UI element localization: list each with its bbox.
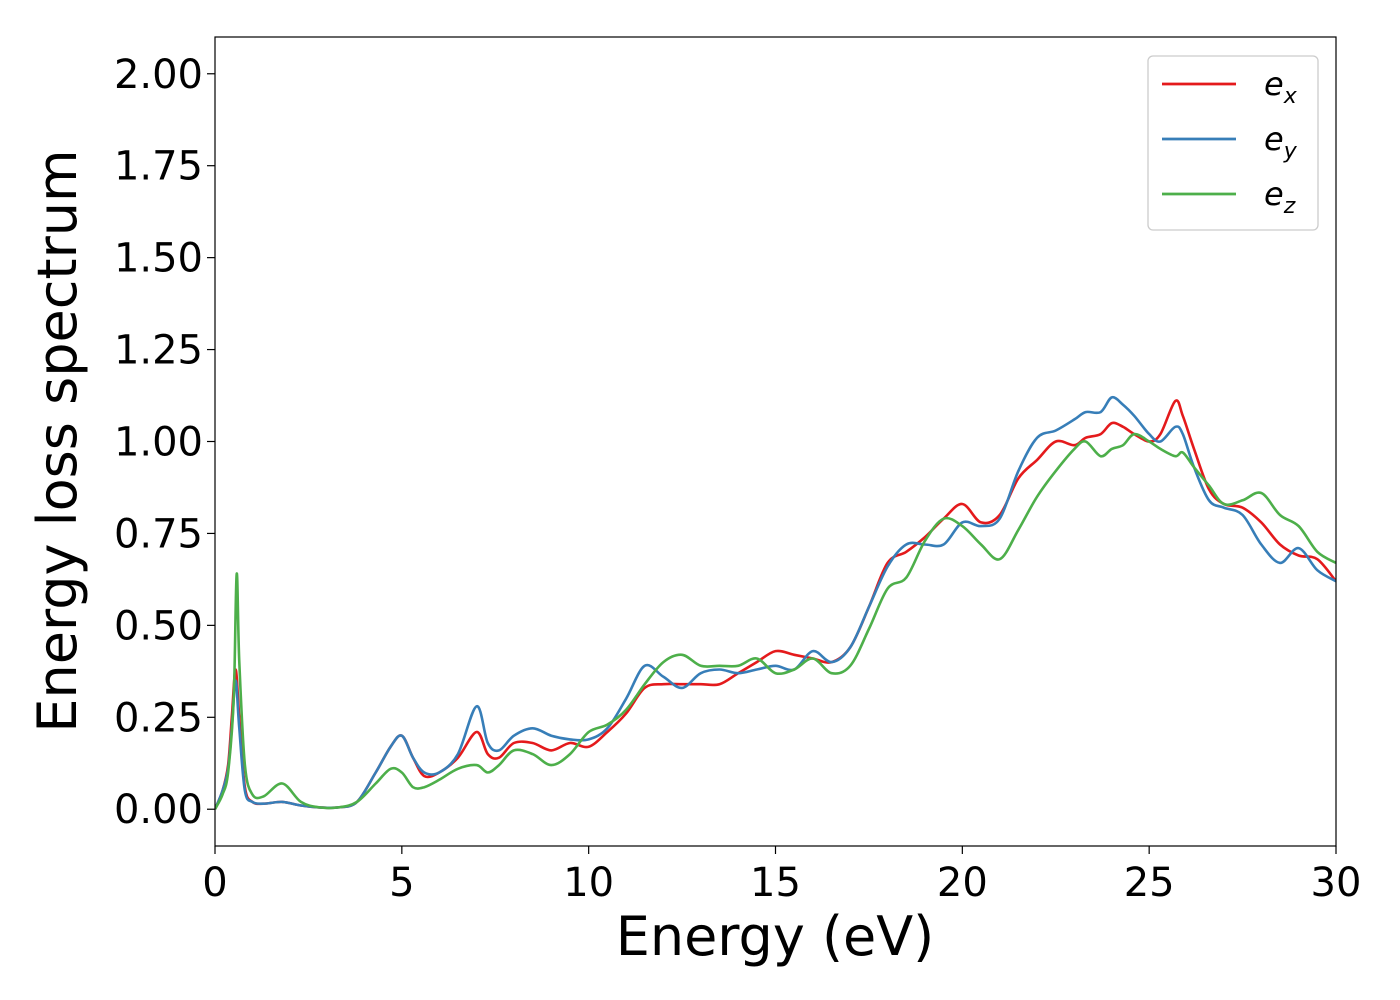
y-tick-label: 0.25 xyxy=(114,695,203,741)
legend: ex ey ez xyxy=(1147,55,1319,231)
x-tick-label: 10 xyxy=(563,860,614,906)
legend-box xyxy=(1147,55,1319,231)
x-tick-label: 25 xyxy=(1124,860,1175,906)
y-tick-label: 0.50 xyxy=(114,603,203,649)
y-axis-ticks: 0.00 0.25 0.50 0.75 1.00 1.25 1.50 1.75 2.00 xyxy=(114,52,215,833)
y-tick-label: 0.00 xyxy=(114,787,203,833)
x-axis-ticks: 0 5 10 15 20 25 30 xyxy=(202,846,1361,906)
series-line-ez xyxy=(215,432,1336,810)
y-axis-label: Energy loss spectrum xyxy=(26,149,89,732)
y-tick-label: 2.00 xyxy=(114,52,203,98)
x-axis-label: Energy (eV) xyxy=(616,905,935,968)
x-tick-label: 20 xyxy=(937,860,988,906)
x-tick-label: 0 xyxy=(202,860,227,906)
y-tick-label: 0.75 xyxy=(114,511,203,557)
y-tick-label: 1.75 xyxy=(114,144,203,190)
series-layer xyxy=(215,395,1336,810)
legend-label-ey: ey xyxy=(1264,120,1298,164)
y-tick-label: 1.00 xyxy=(114,420,203,466)
y-tick-label: 1.25 xyxy=(114,328,203,374)
legend-label-ex: ex xyxy=(1264,65,1298,109)
legend-label-ez: ez xyxy=(1264,175,1296,219)
x-tick-label: 5 xyxy=(389,860,414,906)
y-tick-label: 1.50 xyxy=(114,236,203,282)
x-tick-label: 15 xyxy=(750,860,801,906)
x-tick-label: 30 xyxy=(1311,860,1362,906)
